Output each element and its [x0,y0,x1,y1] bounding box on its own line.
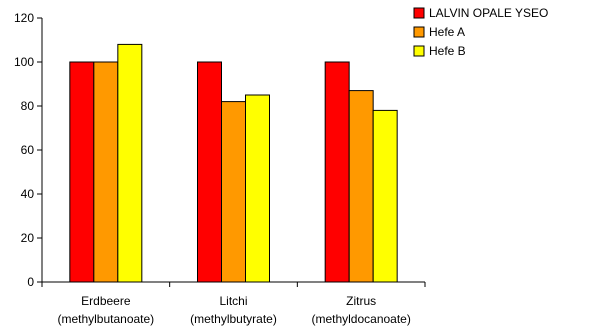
bar [93,61,119,283]
legend-label: Hefe A [429,25,465,39]
y-tick-label: 100 [14,55,34,69]
y-axis: 0 20 40 60 80 100 120 [14,11,43,289]
y-tick-label: 40 [21,187,35,201]
bar [197,61,222,283]
y-tick-label: 20 [21,231,35,245]
y-tick-label: 60 [21,143,35,157]
legend-label: Hefe B [429,44,466,58]
legend-label: LALVIN OPALE YSEO [429,6,548,20]
bar [245,94,270,283]
bar [372,109,398,283]
bar [69,61,95,283]
category-label: Litchi [219,294,247,308]
bars [69,43,398,283]
bar [348,90,374,283]
x-axis: Erdbeere (methylbutanoate) Litchi (methylbu… [37,281,426,326]
y-tick-label: 0 [27,275,34,289]
bar [221,101,246,283]
legend-swatch [413,45,425,57]
bar [117,43,143,283]
y-tick-label: 80 [21,99,35,113]
category-label: Erdbeere [81,294,131,308]
legend-swatch [413,7,425,19]
category-sublabel: (methylbutanoate) [57,312,154,326]
category-sublabel: (methyldocanoate) [311,312,410,326]
legend-swatch [413,26,425,38]
category-sublabel: (methylbutyrate) [190,312,277,326]
bar [324,61,350,283]
category-label: Zitrus [346,294,376,308]
y-tick-label: 120 [14,11,34,25]
legend: LALVIN OPALE YSEO Hefe A Hefe B [413,6,548,58]
